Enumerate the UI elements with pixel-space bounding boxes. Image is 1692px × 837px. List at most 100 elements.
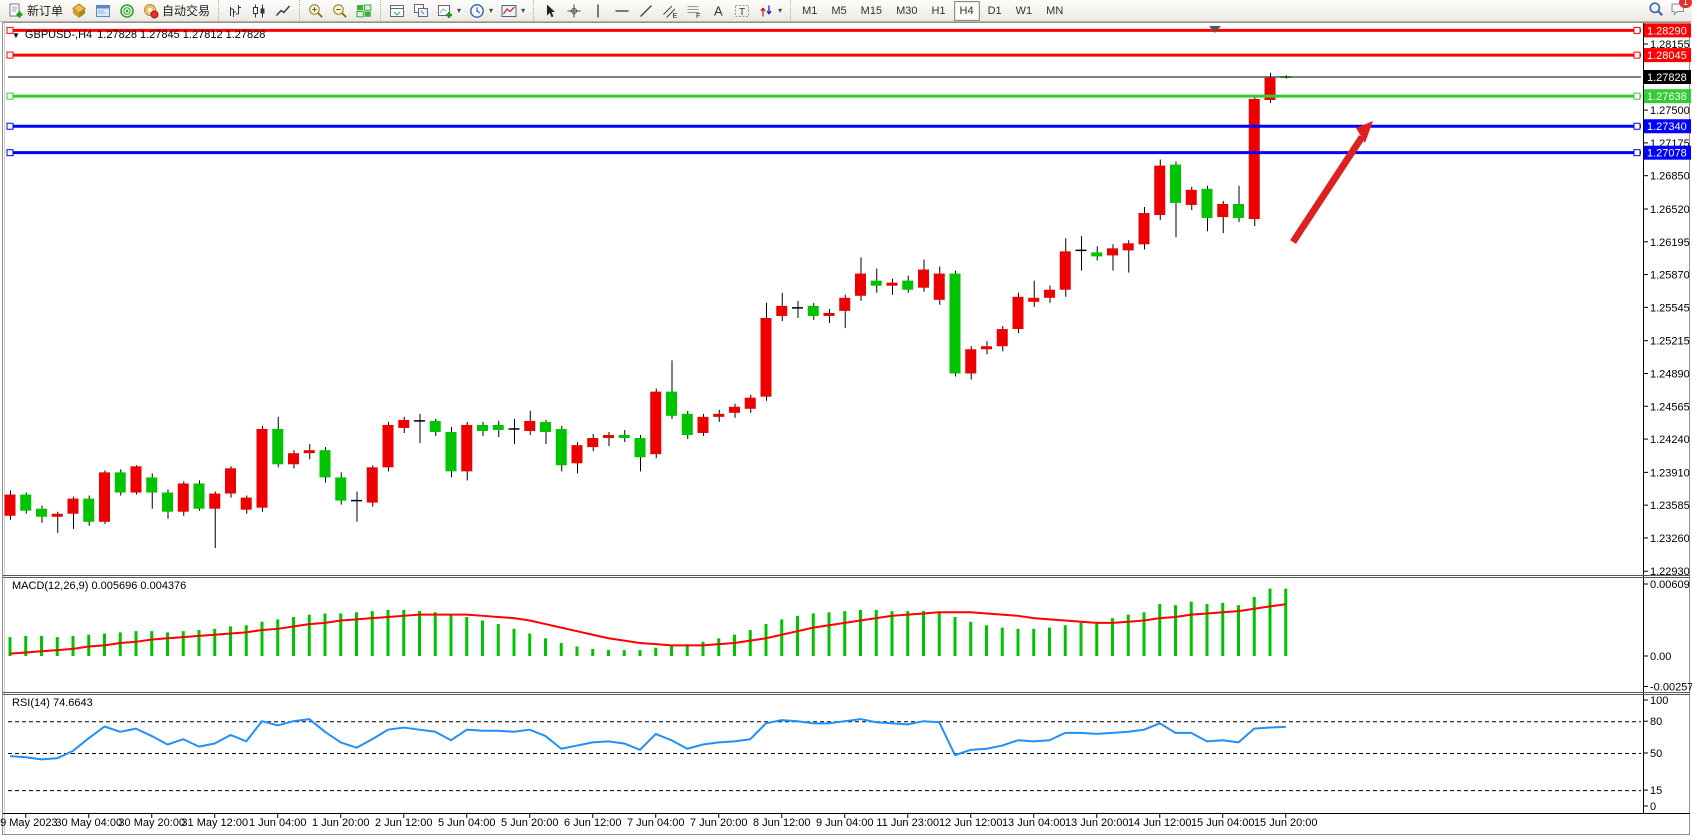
template-icon (501, 3, 517, 19)
arrows-button[interactable]: ▾ (754, 0, 786, 22)
candle-body (981, 346, 992, 350)
macd-histogram-bar (559, 642, 563, 656)
line-handle[interactable] (1633, 92, 1641, 100)
channel-button[interactable]: E (658, 0, 682, 22)
macd-histogram-bar (1284, 588, 1288, 656)
candle-body (933, 273, 945, 300)
macd-histogram-bar (1142, 612, 1146, 656)
arrow-annotation-head[interactable] (1356, 121, 1373, 143)
zoom-out-button[interactable] (328, 0, 352, 22)
chevron-down-icon[interactable]: ▾ (457, 6, 462, 15)
price-tick-label: 1.25215 (1650, 336, 1690, 348)
macd-histogram-bar (87, 634, 91, 656)
candle-body (193, 483, 205, 509)
line-handle[interactable] (1633, 26, 1641, 34)
cursor-button[interactable] (538, 0, 562, 22)
candle-body (744, 397, 756, 409)
candle-body (461, 424, 473, 472)
line-handle[interactable] (6, 51, 14, 59)
macd-histogram-bar (1158, 603, 1162, 656)
crosshair-button[interactable] (562, 0, 586, 22)
templates-button[interactable]: ▾ (497, 0, 529, 22)
chart-shift-marker[interactable] (1209, 26, 1221, 33)
candle-doji (414, 420, 425, 422)
tf-d1[interactable]: D1 (987, 4, 1002, 17)
tf-m15[interactable]: M15 (860, 4, 883, 17)
line-handle[interactable] (6, 26, 14, 34)
new-chart-button[interactable]: ▾ (433, 0, 465, 22)
candle-body (540, 421, 551, 432)
rsi-axis-label: 100 (1650, 695, 1668, 707)
line-handle[interactable] (6, 122, 14, 130)
clock-icon (469, 3, 485, 19)
tf-h1[interactable]: H1 (931, 4, 946, 17)
macd-histogram-bar (449, 614, 453, 656)
magnifier-icon (1648, 2, 1664, 20)
autotrade-icon (143, 3, 159, 19)
price-badge-1.27340 (1644, 119, 1691, 134)
candle-body (1233, 203, 1244, 219)
line-handle[interactable] (1633, 122, 1641, 130)
tf-h4[interactable]: H4 (953, 0, 980, 21)
candle-body (1012, 296, 1024, 330)
cascade-windows-button[interactable] (409, 0, 433, 22)
chevron-down-icon[interactable]: ▾ (521, 6, 526, 15)
search-button[interactable] (1648, 1, 1664, 20)
vertical-line-button[interactable] (586, 0, 610, 22)
line-handle[interactable] (1633, 51, 1641, 59)
arrow-annotation-shaft[interactable] (1290, 135, 1365, 244)
candle-body (67, 498, 79, 514)
chevron-down-icon[interactable]: ▾ (489, 6, 494, 15)
macd-histogram-bar (827, 612, 831, 656)
navigator-button[interactable] (67, 0, 91, 22)
text-button[interactable]: A (706, 0, 730, 22)
tile-windows-icon (356, 3, 372, 19)
line-handle[interactable] (6, 149, 14, 157)
macd-histogram-bar (748, 629, 752, 656)
zoom-in-icon (308, 3, 324, 19)
channel-icon: E (662, 3, 678, 19)
tf-mn[interactable]: MN (1046, 4, 1064, 17)
notifications-button[interactable]: 1 (1670, 0, 1692, 20)
rsi-axis-label: 0 (1650, 801, 1656, 813)
gold-cube-icon (71, 2, 87, 19)
fibonacci-button[interactable]: F (682, 0, 706, 22)
tf-w1[interactable]: W1 (1015, 4, 1033, 17)
horizontal-line-button[interactable] (610, 0, 634, 22)
macd-histogram-bar (1268, 588, 1272, 656)
candle-body (335, 477, 347, 501)
macd-signal-line (9, 603, 1286, 655)
trendline-button[interactable] (634, 0, 658, 22)
line-handle[interactable] (1633, 149, 1641, 157)
macd-histogram-bar (811, 613, 815, 656)
text-label-button[interactable]: T (730, 0, 754, 22)
macd-histogram-bar (638, 650, 642, 656)
tf-m5[interactable]: M5 (831, 4, 847, 17)
tile-windows-button[interactable] (352, 0, 376, 22)
tf-m30[interactable]: M30 (896, 4, 918, 17)
line-chart-button[interactable] (271, 0, 295, 22)
symbol-dropdown-icon[interactable]: ▼ (12, 30, 20, 40)
arrange-windows-icon (389, 3, 405, 19)
arrange-windows-button[interactable] (385, 0, 409, 22)
cursor-icon (542, 3, 558, 19)
zoom-in-button[interactable] (304, 0, 328, 22)
candlestick-button[interactable] (247, 0, 271, 22)
strategy-tester-button[interactable] (115, 0, 139, 22)
new-order-button[interactable]: 新订单 (4, 0, 67, 22)
periods-button[interactable]: ▾ (465, 0, 497, 22)
line-handle[interactable] (6, 92, 14, 100)
macd-histogram-bar (1126, 614, 1130, 656)
price-tick-label: 1.25545 (1650, 302, 1690, 314)
macd-histogram-bar (953, 616, 957, 656)
macd-histogram-bar (906, 611, 910, 656)
macd-histogram-bar (418, 611, 421, 656)
toolbar-right: 1 (1648, 0, 1692, 20)
candle-body (256, 428, 268, 508)
autotrade-button[interactable]: 自动交易 (139, 0, 214, 22)
tf-m1[interactable]: M1 (802, 4, 818, 17)
bar-chart-button[interactable] (223, 0, 247, 22)
terminal-button[interactable] (91, 0, 115, 22)
candlestick-icon (251, 3, 267, 19)
chevron-down-icon[interactable]: ▾ (778, 6, 783, 15)
